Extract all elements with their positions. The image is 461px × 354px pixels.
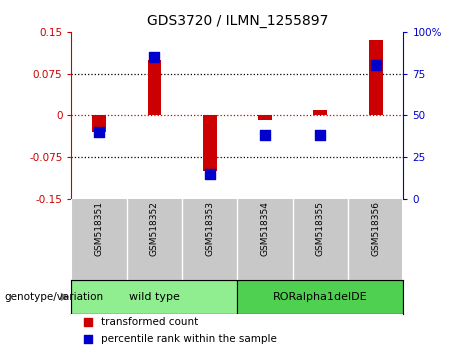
Bar [237,280,403,314]
Text: GSM518353: GSM518353 [205,201,214,256]
Bar [148,60,161,115]
Point [372,62,379,68]
Text: genotype/variation: genotype/variation [5,292,104,302]
Bar [203,115,217,171]
Bar [71,280,237,314]
Text: GSM518352: GSM518352 [150,201,159,256]
Text: wild type: wild type [129,292,180,302]
Point [84,336,92,341]
Point [95,129,103,135]
Bar [313,110,327,115]
Bar [92,115,106,132]
Text: GSM518351: GSM518351 [95,201,104,256]
Point [261,132,269,138]
Point [84,319,92,325]
Text: GSM518354: GSM518354 [260,201,270,256]
Point [151,54,158,60]
Text: GSM518356: GSM518356 [371,201,380,256]
Text: GSM518355: GSM518355 [316,201,325,256]
Point [206,171,213,177]
Point [317,132,324,138]
Text: percentile rank within the sample: percentile rank within the sample [101,333,277,344]
Bar [369,40,383,115]
Bar [258,115,272,120]
Text: transformed count: transformed count [101,317,199,327]
Text: RORalpha1delDE: RORalpha1delDE [273,292,368,302]
Title: GDS3720 / ILMN_1255897: GDS3720 / ILMN_1255897 [147,14,328,28]
